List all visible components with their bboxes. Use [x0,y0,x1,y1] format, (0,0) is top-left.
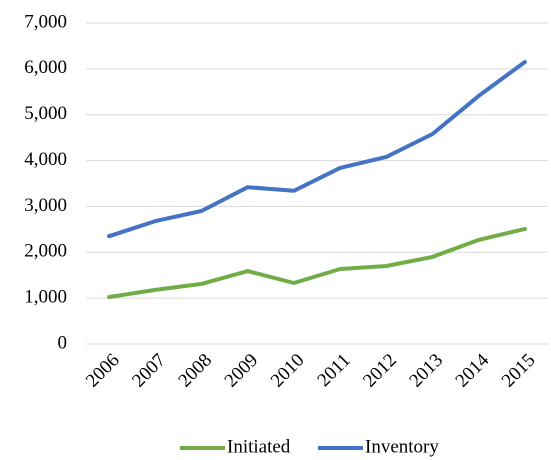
y-tick-label: 4,000 [24,149,67,170]
y-tick-label: 6,000 [24,57,67,78]
legend-label: Inventory [365,436,439,457]
x-tick-label: 2009 [221,350,263,392]
series-line [107,226,527,299]
y-tick-label: 2,000 [24,241,67,262]
x-tick-label: 2008 [174,350,216,392]
x-tick-label: 2015 [498,350,540,392]
legend-label: Initiated [227,436,291,457]
x-tick-label: 2006 [82,350,124,392]
series-line [107,60,527,239]
x-tick-label: 2011 [313,350,354,391]
y-tick-label: 3,000 [24,195,67,216]
y-tick-label: 0 [58,332,68,353]
x-tick-label: 2010 [267,350,309,392]
x-tick-label: 2013 [405,350,447,392]
x-tick-label: 2014 [452,349,494,391]
x-tick-label: 2012 [359,350,401,392]
x-tick-label: 2007 [128,350,170,392]
y-tick-label: 7,000 [24,11,67,32]
y-tick-label: 1,000 [24,287,67,308]
y-tick-label: 5,000 [24,103,67,124]
